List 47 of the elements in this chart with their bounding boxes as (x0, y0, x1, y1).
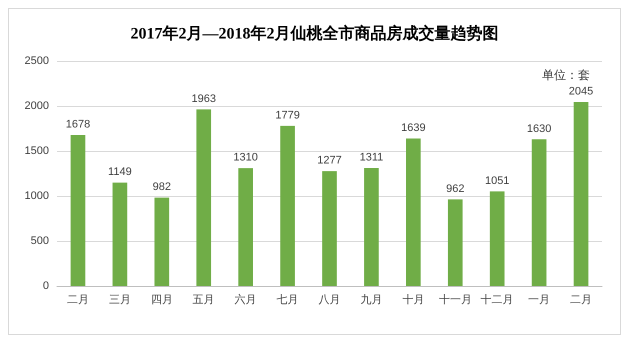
bar (154, 198, 170, 286)
x-tick-label: 十一月 (438, 293, 472, 306)
data-label: 1051 (484, 174, 510, 187)
bar (490, 191, 505, 286)
y-tick-label: 2500 (24, 55, 49, 67)
bar (364, 168, 379, 286)
data-label: 1639 (401, 122, 426, 134)
x-tick-label: 六月 (234, 293, 257, 306)
y-tick-label: 1500 (24, 145, 49, 157)
x-tick-label: 七月 (276, 293, 299, 306)
x-tick-label: 九月 (360, 293, 382, 306)
bar (322, 171, 337, 286)
data-label: 1963 (191, 92, 216, 105)
bar (112, 182, 128, 286)
y-tick-label: 0 (42, 280, 49, 292)
annotation: 单位：套 (542, 68, 590, 82)
bar (406, 138, 421, 286)
x-tick-label: 十月 (402, 293, 424, 306)
chart-title: 2017年2月—2018年2月仙桃全市商品房成交量趋势图 (130, 24, 498, 42)
bar (448, 199, 463, 286)
data-label: 1779 (275, 109, 300, 122)
data-label: 1311 (360, 152, 384, 164)
bar (238, 168, 253, 286)
x-tick-label: 三月 (108, 293, 131, 306)
data-label: 1678 (66, 118, 90, 130)
bar (532, 139, 546, 286)
data-label: 1310 (233, 152, 258, 164)
x-tick-label: 五月 (192, 293, 215, 306)
x-tick-label: 四月 (150, 293, 173, 306)
y-tick-label: 1000 (24, 190, 49, 202)
data-label: 1277 (317, 154, 342, 167)
x-tick-label: 二月 (66, 293, 89, 306)
x-tick-label: 二月 (570, 293, 592, 306)
bar (70, 134, 86, 286)
data-label: 982 (152, 181, 171, 194)
data-label: 1630 (526, 122, 552, 135)
bar (280, 126, 295, 286)
x-tick-label: 一月 (528, 293, 550, 306)
bar (196, 109, 212, 286)
data-label: 962 (446, 182, 464, 195)
bar (574, 102, 588, 286)
x-tick-label: 十二月 (480, 293, 514, 306)
y-tick-label: 2000 (24, 100, 49, 112)
y-tick-label: 500 (30, 235, 49, 247)
data-label: 1149 (108, 166, 132, 178)
x-tick-label: 八月 (318, 293, 340, 306)
data-label: 2045 (568, 85, 594, 98)
